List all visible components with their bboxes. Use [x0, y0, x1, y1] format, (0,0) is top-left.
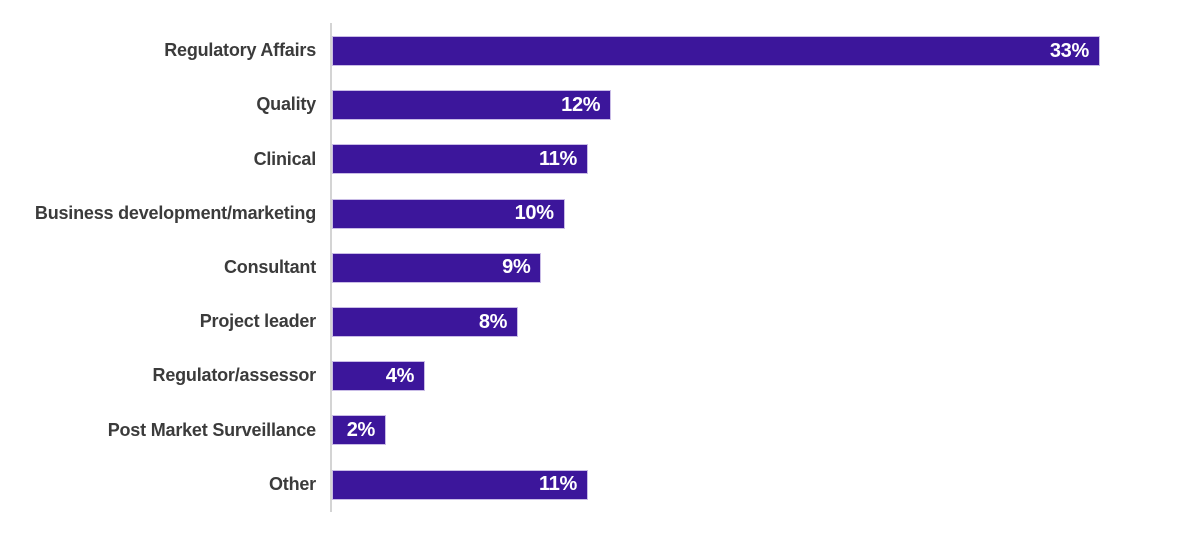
bar: 2% — [332, 415, 386, 446]
bar: 10% — [332, 198, 565, 229]
bar: 4% — [332, 361, 426, 392]
category-label: Quality — [256, 94, 316, 115]
category-label: Post Market Surveillance — [107, 419, 316, 440]
chart-row: Project leader 8% — [0, 295, 1201, 349]
chart-row: Post Market Surveillance 2% — [0, 403, 1201, 457]
bar-track: 2% — [332, 415, 1201, 446]
bar-value-label: 11% — [538, 473, 577, 496]
category-label: Consultant — [224, 256, 316, 277]
bar: 8% — [332, 307, 519, 338]
bar-value-label: 10% — [514, 202, 554, 225]
bar-value-label: 2% — [346, 418, 376, 441]
chart-row: Business development/marketing 10% — [0, 187, 1201, 241]
y-axis-line — [330, 23, 332, 512]
category-label: Business development/marketing — [34, 202, 316, 223]
bar-value-label: 33% — [1049, 39, 1089, 62]
bar-track: 11% — [332, 469, 1201, 500]
chart-row: Consultant 9% — [0, 241, 1201, 295]
bar-track: 12% — [332, 90, 1201, 121]
chart-row: Quality 12% — [0, 78, 1201, 132]
bar-track: 11% — [332, 144, 1201, 175]
bar: 11% — [332, 144, 588, 175]
bar-track: 9% — [332, 252, 1201, 283]
bar-track: 33% — [332, 36, 1201, 67]
chart-row: Other 11% — [0, 458, 1201, 512]
bar-value-label: 11% — [538, 147, 577, 170]
bar-track: 8% — [332, 307, 1201, 338]
bar-value-label: 4% — [385, 364, 415, 387]
category-label: Regulatory Affairs — [164, 40, 316, 61]
category-label: Project leader — [199, 311, 316, 332]
bar-track: 4% — [332, 361, 1201, 392]
bar: 11% — [332, 469, 588, 500]
bar: 9% — [332, 252, 542, 283]
chart-row: Regulator/assessor 4% — [0, 349, 1201, 403]
bar: 33% — [332, 36, 1100, 67]
category-label: Other — [268, 473, 316, 494]
chart-row: Clinical 11% — [0, 132, 1201, 186]
bar-value-label: 8% — [478, 310, 508, 333]
category-label: Clinical — [253, 148, 317, 169]
bar-value-label: 9% — [502, 256, 531, 279]
chart-row: Regulatory Affairs 33% — [0, 24, 1201, 78]
bar-track: 10% — [332, 198, 1201, 229]
category-label: Regulator/assessor — [152, 365, 317, 386]
bar-value-label: 12% — [561, 93, 601, 116]
bar: 12% — [332, 90, 612, 121]
chart-rows: Regulatory Affairs 33% Quality 12% Clinical 1… — [0, 24, 1201, 512]
